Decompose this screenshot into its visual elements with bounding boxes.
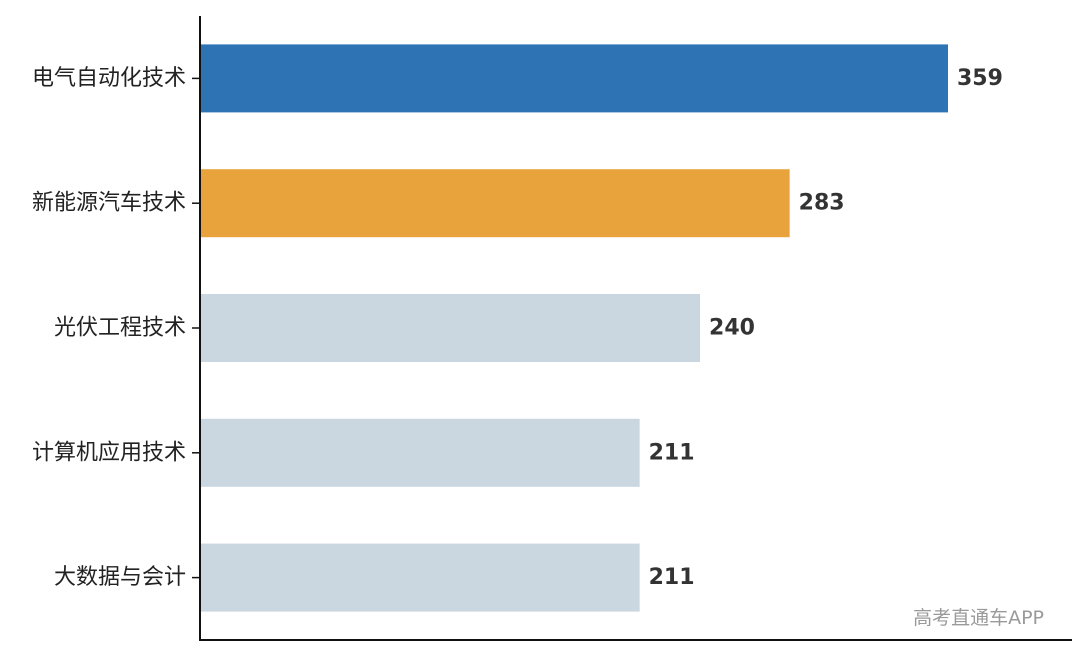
bars-layer — [200, 44, 948, 612]
value-label-3: 240 — [709, 316, 755, 341]
category-label-4: 计算机应用技术 — [32, 440, 186, 465]
value-label-5: 211 — [649, 565, 695, 590]
category-label-3: 光伏工程技术 — [54, 316, 186, 341]
bar-4 — [200, 418, 640, 487]
value-label-1: 359 — [957, 66, 1003, 91]
category-label-2: 新能源汽车技术 — [32, 191, 186, 216]
watermark: 高考直通车APP — [913, 607, 1044, 629]
labels-layer: 电气自动化技术 359 新能源汽车技术 283 光伏工程技术 240 计算机应用技术 211 大… — [32, 66, 1003, 590]
value-label-2: 283 — [799, 191, 845, 216]
category-label-1: 电气自动化技术 — [32, 66, 186, 91]
value-label-4: 211 — [649, 440, 695, 465]
category-label-5: 大数据与会计 — [54, 565, 186, 590]
bar-5 — [200, 543, 640, 612]
bar-2 — [200, 169, 790, 238]
bar-1 — [200, 44, 948, 113]
bar-3 — [200, 294, 701, 362]
